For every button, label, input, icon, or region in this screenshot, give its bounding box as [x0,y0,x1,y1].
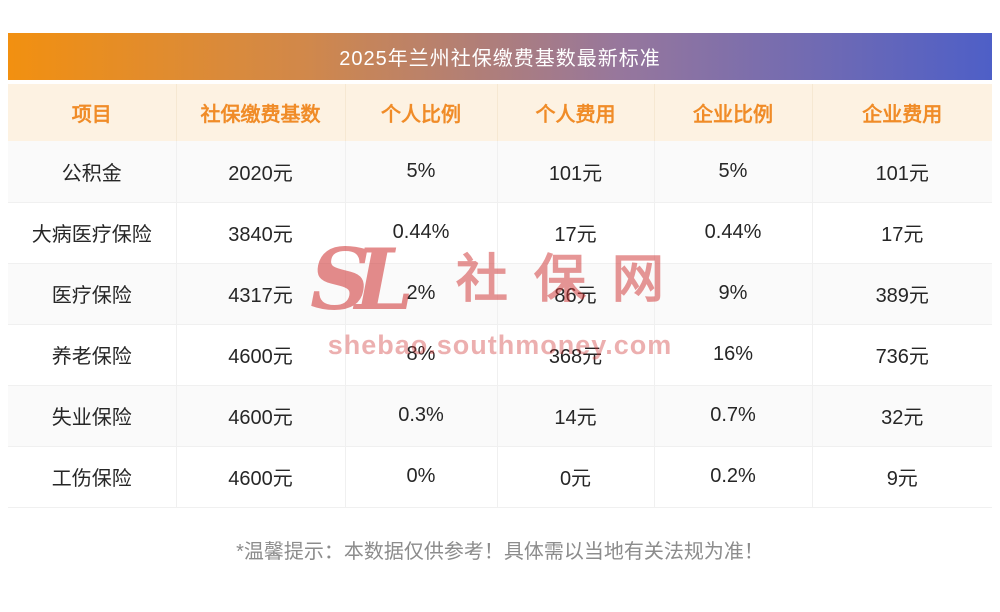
value-cell: 0.2% [654,445,813,508]
value-cell: 2020元 [176,141,346,202]
column-header-3: 个人费用 [497,84,655,141]
value-cell: 4600元 [176,384,346,446]
value-cell: 4600元 [176,323,346,385]
value-cell: 368元 [497,323,655,385]
value-cell: 0.44% [345,201,498,263]
table-row: 工伤保险 4600元 0% 0元 0.2% 9元 [8,445,992,508]
column-header-1: 社保缴费基数 [176,84,346,141]
row-label-cell: 公积金 [8,141,177,202]
value-cell: 0.44% [654,201,813,263]
value-cell: 32元 [812,384,992,446]
value-cell: 0.7% [654,384,813,446]
value-cell: 389元 [812,262,992,324]
table-row: 公积金 2020元 5% 101元 5% 101元 [8,141,992,202]
row-label-cell: 工伤保险 [8,445,177,508]
table-row: 养老保险 4600元 8% 368元 16% 736元 [8,323,992,385]
column-header-5: 企业费用 [812,84,992,141]
footer-note: *温馨提示：本数据仅供参考！具体需以当地有关法规为准！ [236,541,764,563]
shebao-table: 项目 社保缴费基数 个人比例 个人费用 企业比例 企业费用 公积金 2020元 5% 101元 5… [8,84,992,508]
value-cell: 86元 [497,262,655,324]
value-cell: 4317元 [176,262,346,324]
value-cell: 17元 [812,201,992,263]
row-label-cell: 医疗保险 [8,262,177,324]
table-header-row: 项目 社保缴费基数 个人比例 个人费用 企业比例 企业费用 [8,84,992,141]
value-cell: 14元 [497,384,655,446]
value-cell: 4600元 [176,445,346,508]
row-label-cell: 养老保险 [8,323,177,385]
row-label-cell: 大病医疗保险 [8,201,177,263]
value-cell: 101元 [875,162,929,185]
value-cell: 2% [345,262,498,324]
value-cell: 0% [345,445,498,508]
value-cell: 16% [654,323,813,385]
value-cell: 3840元 [176,201,346,263]
table-row: 医疗保险 4317元 2% 86元 9% 389元 [8,262,992,324]
value-cell: 9% [654,262,813,324]
table-container: 项目 社保缴费基数 个人比例 个人费用 企业比例 企业费用 公积金 2020元 5% 101元 5… [8,84,992,508]
column-header-2: 个人比例 [345,84,498,141]
value-cell: 0.3% [345,384,498,446]
value-cell: 736元 [812,323,992,385]
table-row: 失业保险 4600元 0.3% 14元 0.7% 32元 [8,384,992,446]
value-cell: 0元 [497,445,655,508]
page-title: 2025年兰州社保缴费基数最新标准 [339,48,661,70]
value-cell: 5% [345,141,498,202]
value-cell: 8% [345,323,498,385]
column-header-0: 项目 [8,84,177,141]
value-cell: 5% [654,141,813,202]
value-cell: 101元 [497,141,655,202]
value-cell: 17元 [497,201,655,263]
table-body: 公积金 2020元 5% 101元 5% 101元 大病医疗保险 3840元 0.44% 17元 0… [8,141,992,508]
value-cell: 9元 [812,445,992,508]
table-row: 大病医疗保险 3840元 0.44% 17元 0.44% 17元 [8,201,992,263]
row-label-cell: 失业保险 [8,384,177,446]
column-header-4: 企业比例 [654,84,813,141]
title-bar: 2025年兰州社保缴费基数最新标准 [8,33,992,80]
